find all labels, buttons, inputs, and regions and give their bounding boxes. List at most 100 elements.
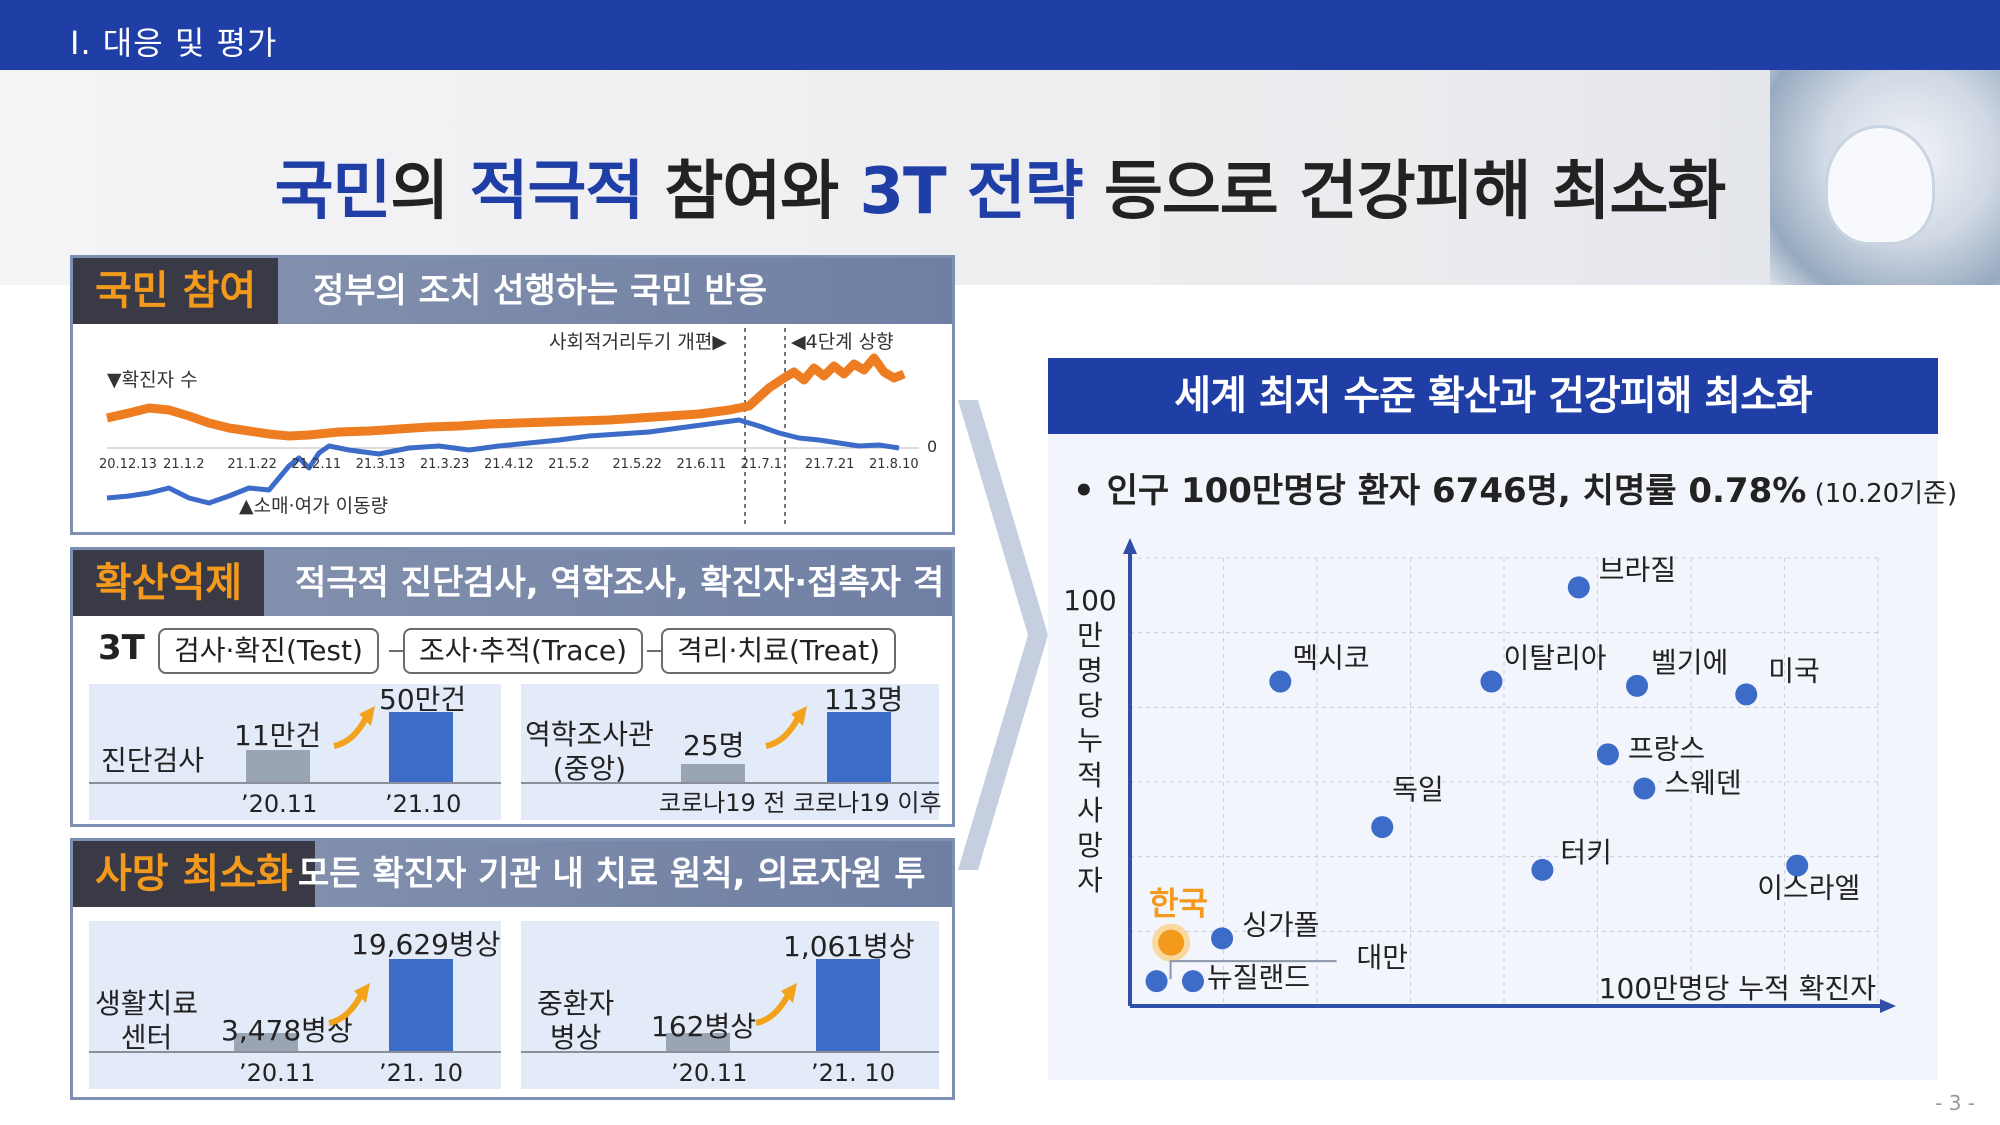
y-axis-label-char: 만 xyxy=(1077,619,1103,652)
y-axis-label-char: 사 xyxy=(1077,794,1103,827)
point-멕시코 xyxy=(1269,670,1292,693)
date-tick-label: 21.1.22 xyxy=(227,457,277,472)
pill-treat: 격리·치료(Treat) xyxy=(661,628,897,674)
y-axis-label-char: 당 xyxy=(1077,689,1103,722)
leader-line xyxy=(1169,960,1337,980)
point-스웨덴 xyxy=(1633,777,1656,800)
point-label: 멕시코 xyxy=(1292,642,1369,675)
point-label: 벨기에 xyxy=(1651,646,1728,679)
panel-header: 사망 최소화 모든 확진자 기관 내 치료 원칙, 의료자원 투입 확대 xyxy=(73,841,952,960)
medical-worker-photo xyxy=(1770,70,2000,285)
zero-label: 0 xyxy=(927,437,937,456)
date-tick-label: 21.7.1 xyxy=(741,457,782,472)
box-axis xyxy=(521,782,939,784)
value-after: 113명 xyxy=(824,683,904,716)
bar-before xyxy=(246,750,310,782)
point-label: 스웨덴 xyxy=(1664,767,1741,800)
trend-chart: ▼확진자 수 ▲소매·여가 이동량 사회적거리두기 개편▶ ◀4단계 상향 0 … xyxy=(99,328,937,528)
date-tick-label: 21.7.21 xyxy=(805,457,855,472)
panel-spread-suppression: 확산억제 적극적 진단검사, 역학조사, 확진자·접촉자 격리 3T 검사·확진… xyxy=(70,547,955,827)
date-tick-label: 21.3.13 xyxy=(356,457,406,472)
point-대만 xyxy=(1145,970,1168,993)
annot-distancing: 사회적거리두기 개편▶ xyxy=(549,331,727,353)
box-label: 역학조사관 (중앙) xyxy=(525,718,654,785)
date-tick-label: 21.4.12 xyxy=(484,457,534,472)
value-after: 1,061병상 xyxy=(783,930,915,963)
bar-before xyxy=(666,1033,730,1051)
value-before: 3,478병상 xyxy=(221,1014,353,1047)
value-before: 162병상 xyxy=(651,1010,756,1043)
panel-subtitle: 모든 확진자 기관 내 치료 원칙, 의료자원 투입 확대 xyxy=(298,854,926,960)
x-label-before: ’20.11 xyxy=(241,790,318,818)
point-label: 이스라엘 xyxy=(1757,872,1860,905)
increase-arrow-icon xyxy=(333,706,375,749)
box-label: 생활치료 센터 xyxy=(95,987,199,1054)
y-axis-label-char: 망 xyxy=(1077,829,1103,862)
increase-arrow-icon xyxy=(765,706,807,749)
t3-label: 3T xyxy=(98,628,145,668)
increase-arrow-icon xyxy=(328,983,370,1026)
bar-before xyxy=(681,764,745,782)
cases-line xyxy=(106,353,906,441)
y-axis-label-char: 적 xyxy=(1077,759,1103,792)
point-label: 싱가폴 xyxy=(1242,908,1319,941)
pill-trace: 조사·추적(Trace) xyxy=(403,628,644,674)
point-독일 xyxy=(1371,816,1394,839)
x-label-after: 코로나19 이후 xyxy=(793,789,942,817)
bar-after xyxy=(389,712,453,782)
point-이탈리아 xyxy=(1480,670,1503,693)
date-tick-label: 21.8.10 xyxy=(869,457,919,472)
box-axis xyxy=(89,1051,501,1053)
grid-lines xyxy=(1130,557,1879,1006)
pill-connector xyxy=(389,650,403,652)
point-프랑스 xyxy=(1596,743,1619,766)
point-싱가폴 xyxy=(1211,927,1234,950)
point-label: 프랑스 xyxy=(1628,732,1705,765)
legend-cases: ▼확진자 수 xyxy=(107,369,198,391)
box-axis xyxy=(89,782,501,784)
date-tick-label: 21.5.22 xyxy=(612,457,662,472)
x-label-after: ’21. 10 xyxy=(379,1059,463,1087)
point-label: 이탈리아 xyxy=(1503,642,1606,675)
box-axis xyxy=(521,1051,939,1053)
panel-subtitle: 정부의 조치 선행하는 국민 반응 xyxy=(313,271,767,311)
point-미국 xyxy=(1735,683,1758,706)
point-label: 대만 xyxy=(1357,941,1409,974)
point-label: 브라질 xyxy=(1599,553,1676,586)
date-tick-label: 21.6.11 xyxy=(677,457,727,472)
x-label-before: 코로나19 전 xyxy=(659,789,786,817)
panel-public-participation: 국민 참여 정부의 조치 선행하는 국민 반응 ▼확진자 수 ▲소매·여가 이동… xyxy=(70,255,955,535)
bar-after xyxy=(827,712,891,782)
panel-header: 확산억제 적극적 진단검사, 역학조사, 확진자·접촉자 격리 xyxy=(73,550,952,669)
key-stat-bullet: • 인구 100만명당 환자 6746명, 치명률 0.78% (10.20기준… xyxy=(1073,471,1958,511)
bar-after xyxy=(816,959,880,1051)
value-after: 19,629병상 xyxy=(351,928,501,961)
x-label-before: ’20.11 xyxy=(239,1059,316,1087)
x-axis-label: 100만명당 누적 확진자 xyxy=(1599,972,1876,1005)
y-axis-label-char: 명 xyxy=(1077,654,1103,687)
right-panel-title: 세계 최저 수준 확산과 건강피해 최소화 xyxy=(1048,358,1938,434)
date-tick-label: 21.5.2 xyxy=(548,457,589,472)
point-label: 한국 xyxy=(1149,885,1208,923)
point-label: 미국 xyxy=(1768,654,1820,687)
value-before: 11만건 xyxy=(234,719,322,752)
y-axis-label-char: 100 xyxy=(1063,584,1116,617)
date-tick-label: 20.12.13 xyxy=(99,457,157,472)
increase-arrow-icon xyxy=(755,983,797,1026)
treatment-center-box: 생활치료 센터 3,478병상 19,629병상 ’20.11 ’21. 10 xyxy=(89,921,501,1089)
date-tick-label: 21.2.11 xyxy=(292,457,342,472)
section-header-bar: Ⅰ. 대응 및 평가 xyxy=(0,0,2000,70)
panel-death-minimization: 사망 최소화 모든 확진자 기관 내 치료 원칙, 의료자원 투입 확대 생활치… xyxy=(70,838,955,1100)
y-axis-arrow-icon xyxy=(1123,538,1137,554)
box-label: 진단검사 xyxy=(101,744,205,777)
point-label: 독일 xyxy=(1392,773,1444,806)
page-number: - 3 - xyxy=(1935,1091,1975,1115)
box-label: 중환자 병상 xyxy=(537,987,615,1054)
y-axis-label-char: 자 xyxy=(1077,864,1103,897)
mobility-line xyxy=(106,417,900,506)
date-tick-label: 21.3.23 xyxy=(420,457,470,472)
icu-bed-box: 중환자 병상 162병상 1,061병상 ’20.11 ’21. 10 xyxy=(521,921,939,1089)
value-after: 50만건 xyxy=(379,683,467,716)
